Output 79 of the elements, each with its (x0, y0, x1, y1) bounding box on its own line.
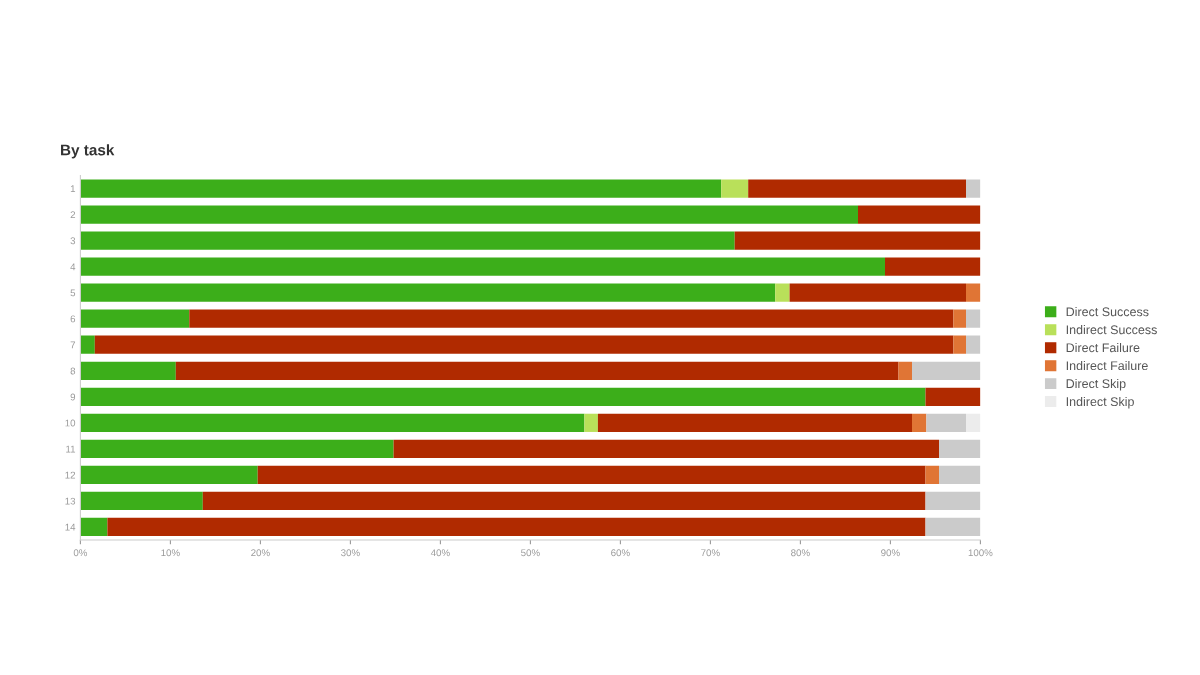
bar (80, 257, 885, 276)
legend-label: Indirect Skip (1066, 396, 1134, 409)
bar (939, 439, 981, 458)
y-tick-label: 2 (70, 211, 76, 219)
y-tick-label: 12 (65, 471, 76, 479)
bar (953, 335, 966, 354)
x-tick-label: 70% (701, 549, 720, 557)
bar (175, 361, 899, 380)
bar (748, 179, 966, 198)
bar (80, 179, 722, 198)
bar (775, 283, 790, 302)
x-tick-label: 10% (161, 549, 180, 557)
y-tick-label: 14 (65, 523, 76, 531)
y-tick-label: 5 (70, 289, 76, 297)
bar (80, 361, 176, 380)
legend-label: Indirect Failure (1066, 360, 1148, 371)
x-tick-label: 20% (251, 549, 270, 557)
legend-label: Direct Success (1066, 307, 1149, 317)
bar (189, 309, 954, 328)
bar (597, 413, 912, 432)
x-tick-label: 40% (430, 549, 450, 557)
bar (966, 179, 981, 198)
bar (80, 517, 108, 537)
x-tick-label: 50% (521, 549, 540, 557)
bar (80, 231, 735, 250)
bar (80, 387, 926, 406)
bar (966, 335, 981, 354)
legend-label: Direct Failure (1066, 342, 1140, 353)
bar (80, 335, 95, 354)
bar (80, 205, 858, 224)
bar (912, 413, 927, 432)
bar (393, 439, 939, 458)
y-tick-label: 3 (70, 237, 76, 245)
y-tick-label: 7 (70, 341, 76, 349)
bar (107, 517, 926, 537)
x-tick-label: 90% (881, 549, 900, 557)
x-tick-label: 100% (968, 549, 993, 557)
bar (584, 413, 598, 432)
bar (80, 465, 258, 485)
y-tick-label: 6 (70, 315, 76, 323)
bar (966, 413, 981, 432)
bar (94, 335, 954, 354)
legend-label: Direct Skip (1066, 378, 1126, 391)
x-tick-label: 60% (611, 549, 630, 557)
bar (885, 257, 981, 276)
bar (80, 491, 203, 511)
bar (80, 309, 190, 328)
chart-title: By task (61, 144, 115, 159)
y-tick-label: 11 (66, 445, 76, 453)
bar (734, 231, 981, 250)
y-tick-label: 13 (65, 497, 76, 505)
bar (202, 491, 926, 511)
bar (80, 283, 776, 302)
bar (966, 309, 981, 328)
y-tick-label: 1 (70, 185, 76, 193)
x-tick-label: 0% (73, 549, 88, 557)
bar (926, 413, 966, 432)
bar (898, 361, 912, 380)
bar (953, 309, 966, 328)
bar (80, 413, 585, 432)
bar (80, 439, 394, 458)
x-tick-label: 80% (791, 549, 810, 557)
bar (912, 361, 981, 380)
bar (925, 465, 939, 485)
legend-label: Indirect Success (1066, 325, 1157, 335)
y-tick-label: 10 (65, 419, 76, 427)
bar (257, 465, 926, 485)
bar (925, 517, 981, 537)
y-tick-label: 4 (70, 263, 76, 271)
bar (858, 205, 981, 224)
y-tick-label: 9 (70, 393, 76, 401)
bar (789, 283, 966, 302)
bar (925, 491, 981, 511)
bar (966, 283, 981, 302)
bar (939, 465, 981, 485)
x-tick-label: 30% (341, 549, 360, 557)
bar (721, 179, 749, 198)
y-tick-label: 8 (70, 367, 76, 375)
bar (925, 387, 981, 406)
